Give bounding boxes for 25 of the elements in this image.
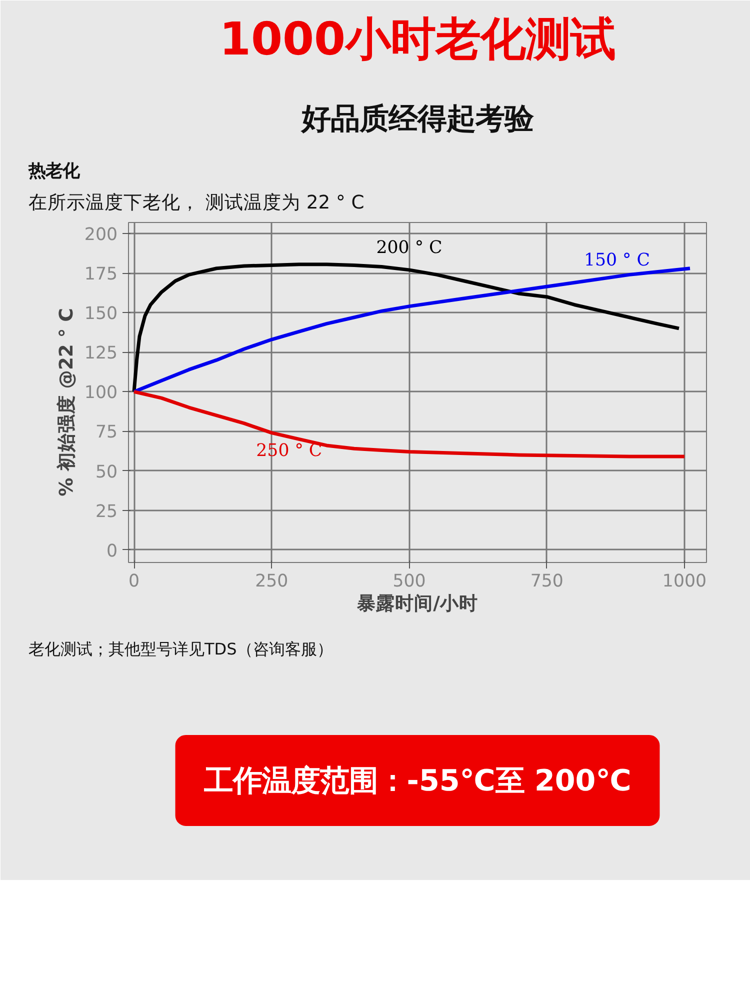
y-tick-label: 50: [95, 462, 118, 482]
text: 工作温度范围：-55℃至 200℃: [202, 764, 632, 798]
y-tick-label: 175: [84, 264, 118, 285]
x-axis-title: 暴露时间/小时: [356, 592, 478, 614]
series-label: 200 ° C: [376, 238, 442, 258]
series-label: 150 ° C: [584, 250, 650, 270]
line-series: [132, 390, 686, 458]
y-tick-label: 25: [95, 502, 118, 522]
y-tick-label: 150: [84, 304, 118, 324]
text: 在所示温度下老化， 测试温度为 22 ° C: [28, 192, 364, 214]
x-tick-label: 1000: [662, 572, 707, 592]
x-tick-label: 500: [392, 572, 426, 592]
y-tick-label: 75: [95, 422, 118, 443]
x-tick-label: 250: [255, 572, 288, 592]
y-axis-title: % 初始强度 @22 ° C: [55, 308, 78, 496]
y-tick-label: 125: [84, 344, 118, 364]
y-tick-label: 200: [84, 225, 118, 246]
y-tick-label: 0: [106, 541, 118, 562]
x-tick-label: 0: [128, 572, 140, 592]
x-tick-label: 750: [530, 572, 564, 592]
text: 老化测试；其他型号详见TDS（咨询客服）: [28, 640, 333, 658]
text: 热老化: [28, 162, 80, 182]
y-tick-label: 100: [84, 383, 118, 404]
chart-title: 1000小时老化测试: [219, 12, 616, 66]
chart-subtitle: 好品质经得起考验: [300, 102, 534, 136]
